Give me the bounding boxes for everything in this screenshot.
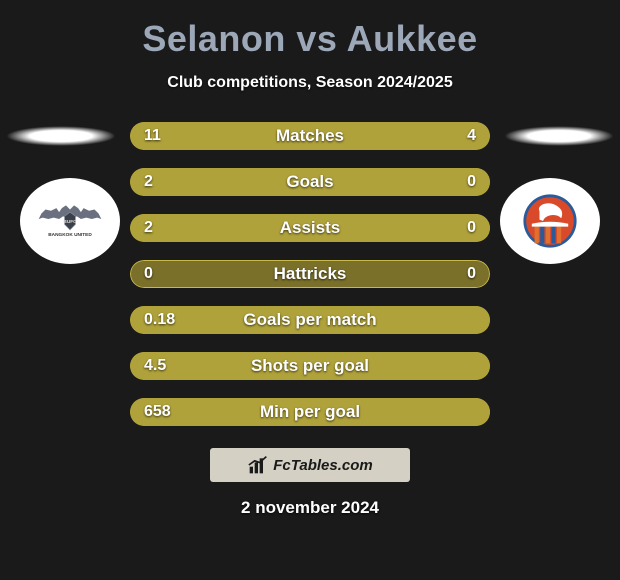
stat-row: 2Goals0 <box>130 168 490 196</box>
stat-label: Min per goal <box>130 402 490 422</box>
bangkok-united-logo: BUFC BANGKOK UNITED <box>36 203 104 239</box>
left-shadow-ellipse <box>6 126 116 146</box>
stat-right-value: 0 <box>467 173 476 191</box>
stats-list: 11Matches42Goals02Assists00Hattricks00.1… <box>130 122 490 426</box>
stat-row: 0.18Goals per match <box>130 306 490 334</box>
stat-row: 0Hattricks0 <box>130 260 490 288</box>
fctables-badge: FcTables.com <box>210 448 410 482</box>
stat-row: 11Matches4 <box>130 122 490 150</box>
footer-brand-text: FcTables.com <box>273 457 372 474</box>
stat-right-value: 4 <box>467 127 476 145</box>
stat-row: 658Min per goal <box>130 398 490 426</box>
stat-label: Shots per goal <box>130 356 490 376</box>
date-text: 2 november 2024 <box>0 498 620 518</box>
right-club-logo <box>515 193 585 249</box>
horse-shield-icon <box>515 193 585 249</box>
stat-label: Matches <box>130 126 490 146</box>
stat-row: 4.5Shots per goal <box>130 352 490 380</box>
stat-right-value: 0 <box>467 219 476 237</box>
svg-text:BUFC: BUFC <box>63 219 77 225</box>
stat-label: Goals per match <box>130 310 490 330</box>
wings-shield-icon: BUFC BANGKOK UNITED <box>36 203 104 239</box>
stat-label: Hattricks <box>130 264 490 284</box>
stat-label: Assists <box>130 218 490 238</box>
subtitle: Club competitions, Season 2024/2025 <box>0 74 620 92</box>
bar-chart-icon <box>247 455 269 475</box>
right-shadow-ellipse <box>504 126 614 146</box>
left-team-crest: BUFC BANGKOK UNITED <box>20 178 120 264</box>
stat-label: Goals <box>130 172 490 192</box>
right-team-crest <box>500 178 600 264</box>
stat-row: 2Assists0 <box>130 214 490 242</box>
comparison-card: Selanon vs Aukkee Club competitions, Sea… <box>0 0 620 580</box>
page-title: Selanon vs Aukkee <box>0 18 620 60</box>
svg-text:BANGKOK UNITED: BANGKOK UNITED <box>48 232 92 238</box>
stat-right-value: 0 <box>467 265 476 283</box>
